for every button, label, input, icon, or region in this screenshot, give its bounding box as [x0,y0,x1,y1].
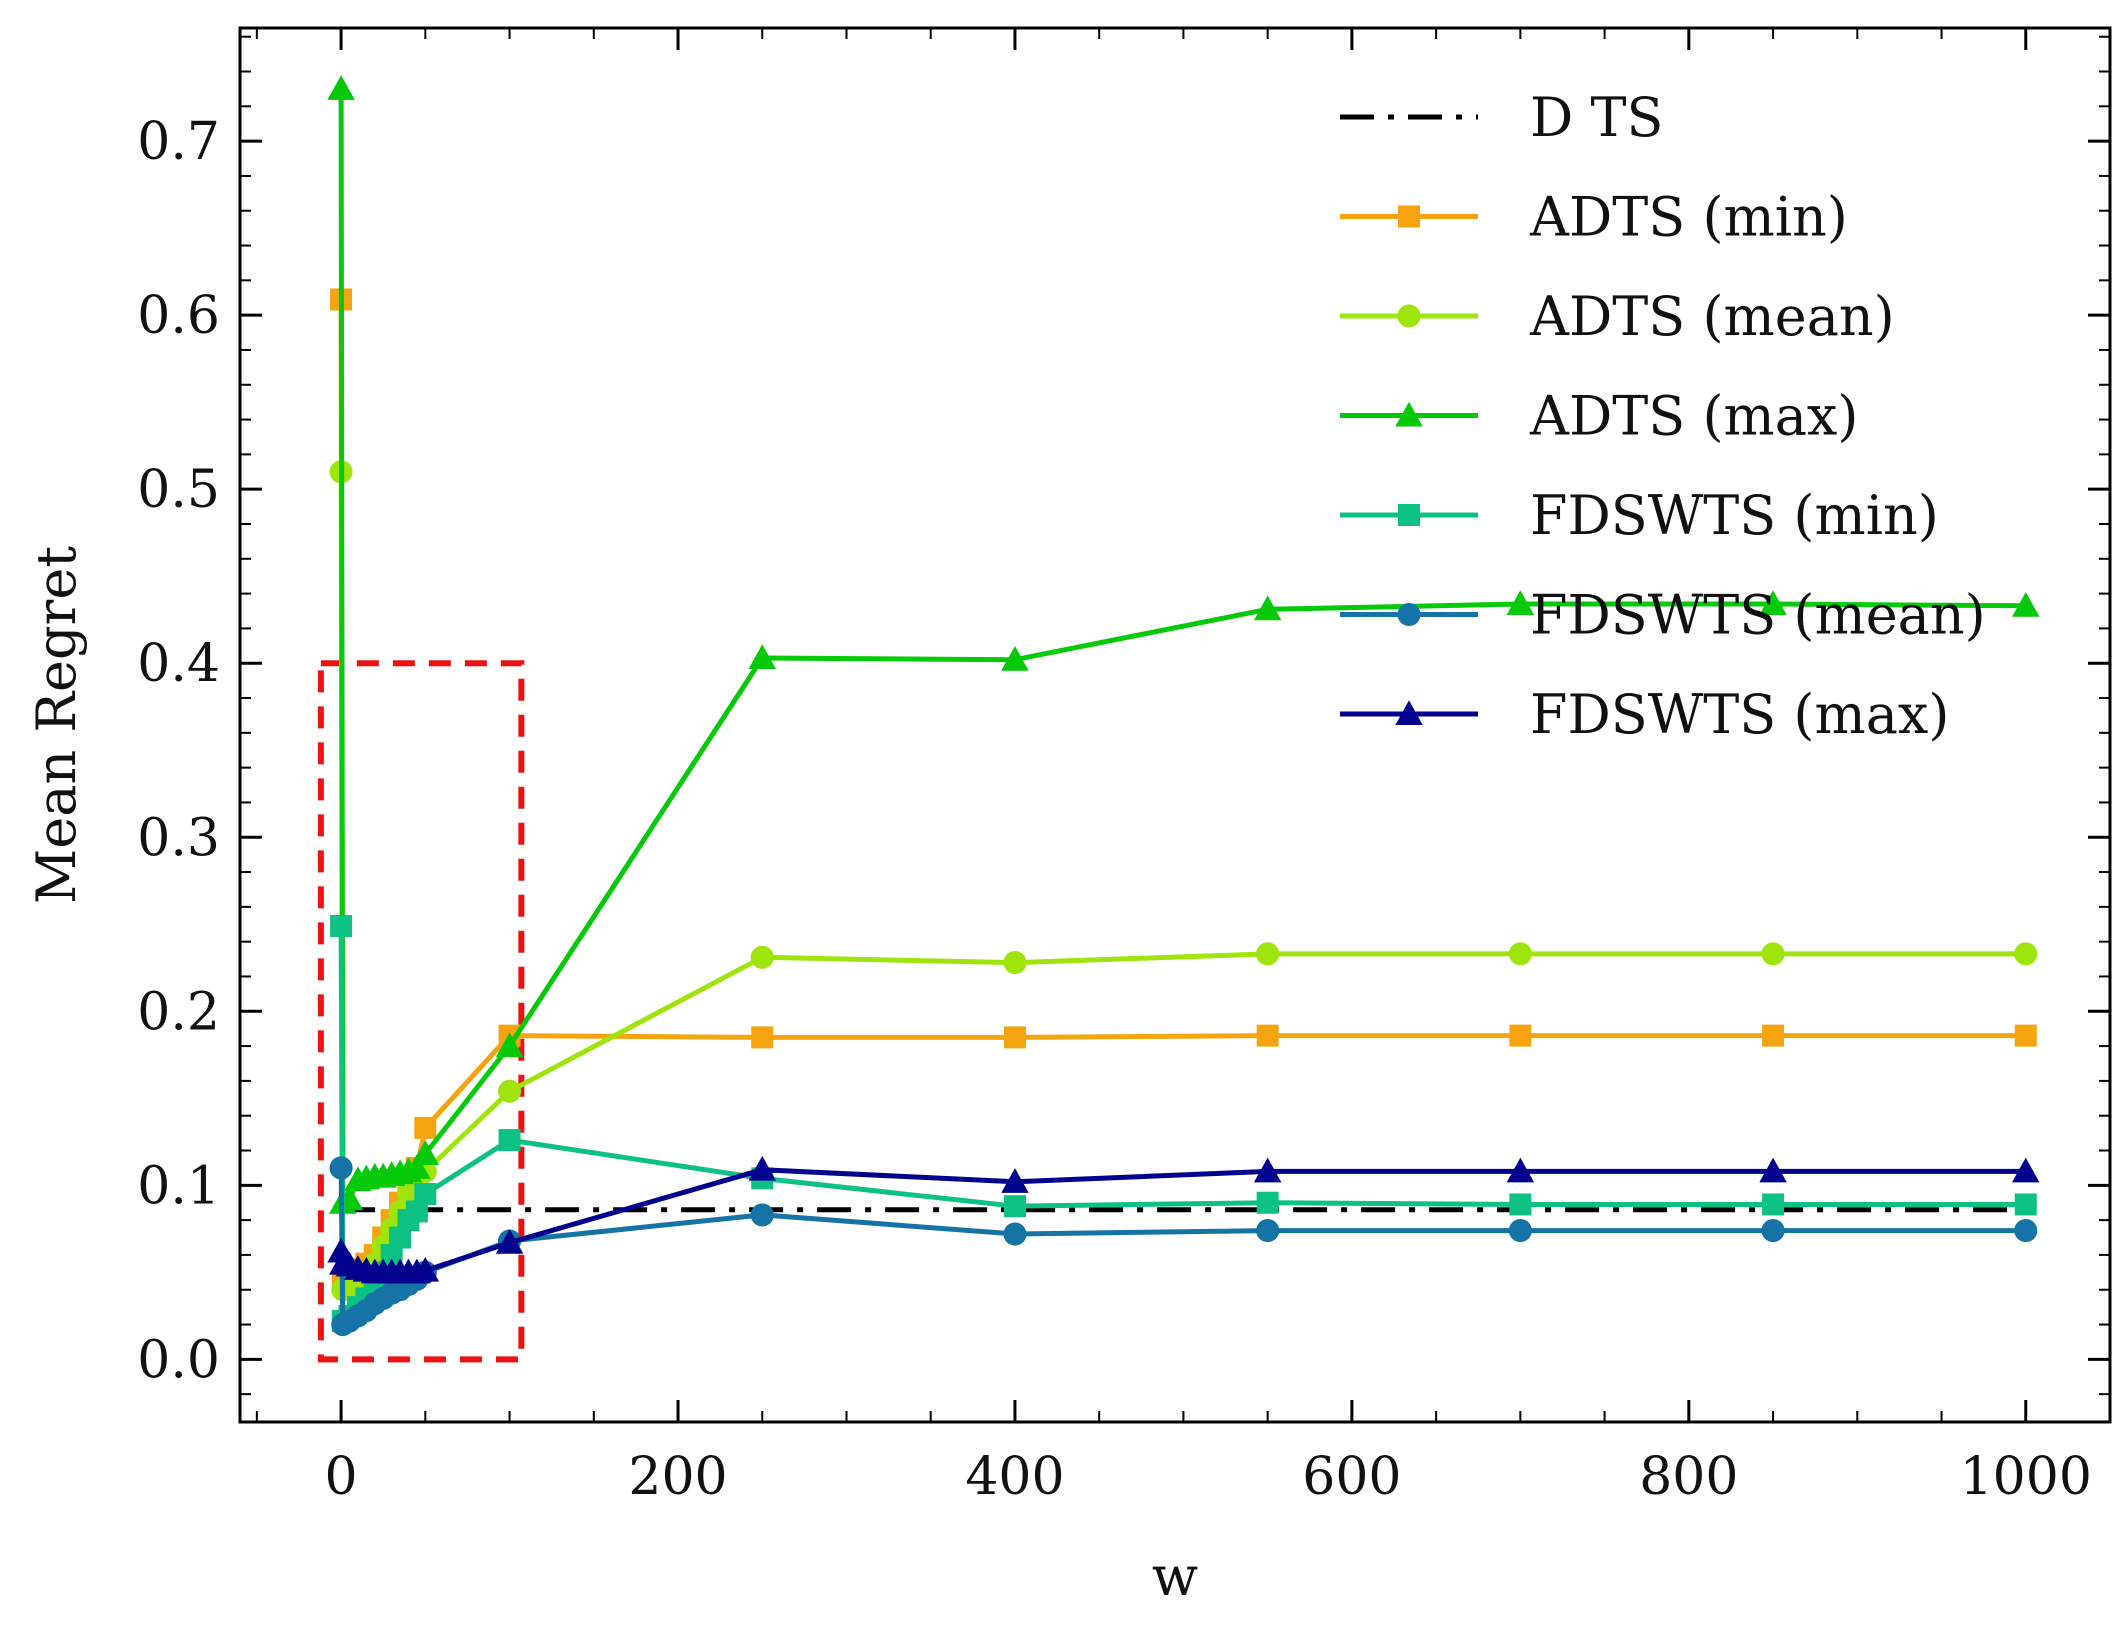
data-point [1256,1191,1279,1214]
x-tick-label: 600 [1302,1447,1401,1507]
data-point [1761,1219,1785,1243]
legend-marker [1395,700,1423,725]
data-point [414,1116,437,1139]
data-point [495,1032,524,1058]
data-point [750,1203,774,1227]
x-tick-label: 200 [628,1447,727,1507]
legend-label: D TS [1530,86,1663,149]
data-point [497,1079,522,1103]
data-point [1003,1195,1026,1218]
y-axis-label: Mean Regret [25,546,88,904]
x-tick-label: 400 [965,1447,1064,1507]
series-3 [327,75,2040,1214]
data-point [1256,1219,1280,1243]
data-point [1253,595,1282,621]
data-point [1508,1219,1532,1243]
data-point [1509,1024,1532,1047]
legend-label: FDSWTS (min) [1530,484,1939,547]
data-point [495,1228,524,1254]
data-point [1256,1024,1279,1047]
data-point [330,915,353,938]
y-tick-label: 0.4 [137,634,220,694]
data-point [1506,1157,1535,1183]
data-point [380,1243,403,1266]
data-point [1001,1168,1029,1193]
legend-marker [1395,401,1423,427]
y-tick-label: 0.6 [137,286,220,346]
series-6 [327,1155,2040,1284]
data-point [389,1226,412,1249]
data-point [2014,1219,2038,1243]
data-point [1001,645,1029,671]
data-point [329,1156,353,1180]
y-tick-label: 0.0 [137,1330,220,1390]
legend-label: ADTS (mean) [1529,285,1895,348]
data-point [1003,951,1027,975]
data-point [405,1200,428,1223]
data-point [1256,942,1280,966]
ticks-layer: 0 200 400 600 800 1000 0.0 0.1 0.2 0.3 0.4 0.5 0.6 0.… [137,28,2111,1507]
data-point [411,1256,440,1282]
legend-label: ADTS (max) [1529,385,1858,448]
data-point [1759,1157,1787,1183]
x-tick-label: 0 [325,1447,358,1507]
legend-marker [1398,504,1420,526]
data-point [748,1155,777,1181]
data-point [751,1026,774,1049]
data-point [2012,1157,2040,1183]
data-point [1508,942,1532,966]
data-point [1762,1193,1785,1216]
legend-marker [1397,304,1421,328]
legend-label: FDSWTS (max) [1530,683,1949,746]
x-tick-label: 800 [1639,1447,1738,1507]
legend-label: ADTS (min) [1529,186,1848,249]
data-point [1506,590,1535,616]
data-point [1761,942,1785,966]
y-tick-label: 0.3 [137,808,220,868]
series-layer [327,75,2040,1337]
y-tick-label: 0.2 [137,982,220,1042]
data-point [403,1154,431,1179]
zoom-region-rectangle [317,660,525,1363]
data-point [750,945,774,969]
data-point [498,1129,521,1152]
legend-label: FDSWTS (mean) [1530,584,1986,647]
data-point [2014,1193,2037,1216]
data-point [1003,1026,1026,1049]
data-point [2014,942,2038,966]
x-tick-label: 1000 [1960,1447,2092,1507]
data-point [414,1183,437,1206]
legend-marker [1397,602,1421,627]
legend-marker [1398,205,1420,228]
data-point [411,1140,440,1165]
data-point [327,75,355,100]
legend: D TS ADTS (min) ADTS (mean) ADTS (max) FDSWT… [1340,86,1986,746]
data-point [1003,1222,1027,1246]
x-axis-label: w [1152,1545,1198,1608]
data-point [1762,1024,1785,1047]
annotation-layer [317,660,525,1363]
data-point [2012,592,2040,617]
y-tick-label: 0.1 [137,1156,220,1216]
data-point [1253,1157,1282,1183]
data-point [1759,590,1787,616]
y-tick-label: 0.5 [137,460,220,520]
data-point [748,644,777,669]
y-tick-label: 0.7 [137,112,220,172]
data-point [1509,1193,1532,1216]
plot-frame [238,26,2112,1424]
data-point [2014,1024,2037,1047]
